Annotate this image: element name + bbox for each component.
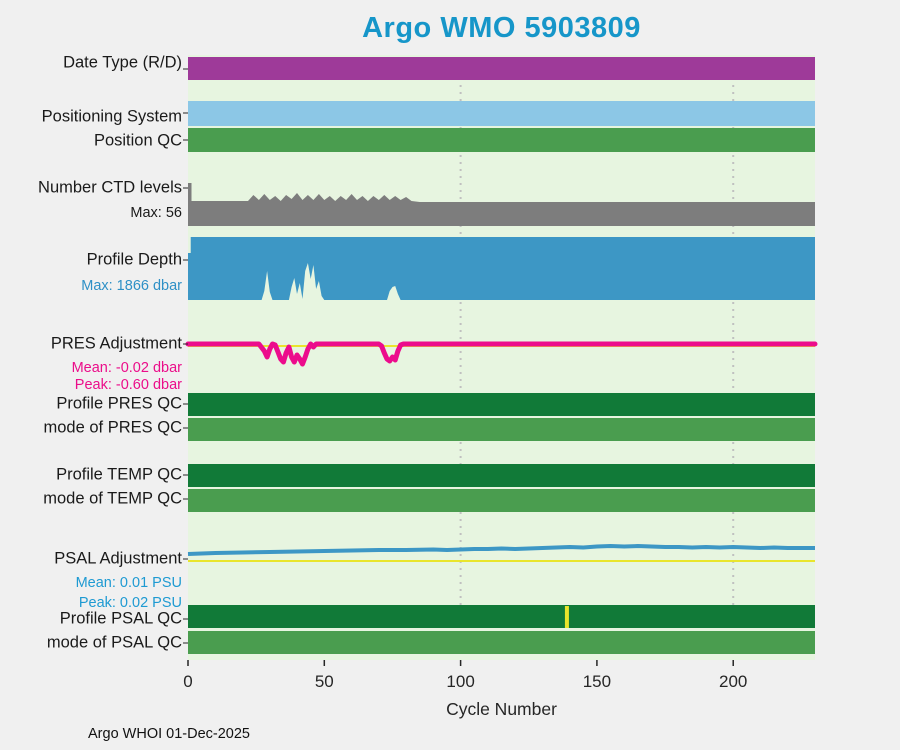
band-positioning_system xyxy=(188,101,815,126)
profile-depth-notch xyxy=(188,237,191,253)
row-label-profile-temp-qc: Profile TEMP QC xyxy=(56,465,182,484)
row-label-ctd-levels: Number CTD levels xyxy=(38,178,182,197)
band-profile_pres_qc xyxy=(188,393,815,416)
row-label-profile-depth: Profile Depth xyxy=(86,250,182,269)
psal-adjustment-line xyxy=(187,544,815,556)
row-label-positioning-system: Positioning System xyxy=(41,107,182,126)
band-profile_psal_qc xyxy=(188,605,815,628)
band-date_type xyxy=(188,57,815,80)
row-label-profile-pres-qc: Profile PRES QC xyxy=(56,394,182,413)
row-label-position-qc: Position QC xyxy=(93,131,182,150)
row-label-psal-adjustment: PSAL Adjustment xyxy=(54,549,182,568)
x-tick-label: 50 xyxy=(315,672,334,691)
row-label-mode-psal-qc: mode of PSAL QC xyxy=(46,633,182,652)
band-profile_temp_qc xyxy=(188,464,815,487)
band-mode_pres_qc xyxy=(188,418,815,441)
x-tick-label: 150 xyxy=(583,672,611,691)
x-tick-label: 0 xyxy=(183,672,192,691)
profile-depth-bar xyxy=(188,237,815,300)
ctd-levels-max-label: Max: 56 xyxy=(130,205,182,221)
row-label-pres-adjustment: PRES Adjustment xyxy=(50,334,182,353)
row-label-date-type: Date Type (R/D) xyxy=(63,53,182,72)
chart-title: Argo WMO 5903809 xyxy=(362,12,641,44)
row-label-mode-pres-qc: mode of PRES QC xyxy=(43,418,182,437)
pres-adjustment-line xyxy=(185,341,818,367)
footer-credit: Argo WHOI 01-Dec-2025 xyxy=(88,726,250,742)
band-mode_temp_qc xyxy=(188,489,815,512)
ctd-levels-bar xyxy=(188,183,815,226)
band-mode_psal_qc xyxy=(188,631,815,654)
psal-mean-label: Mean: 0.01 PSU xyxy=(75,575,182,591)
row-label-mode-temp-qc: mode of TEMP QC xyxy=(43,489,182,508)
profile-depth-max-label: Max: 1866 dbar xyxy=(81,278,182,294)
pres-peak-label: Peak: -0.60 dbar xyxy=(74,377,182,393)
psal-peak-label: Peak: 0.02 PSU xyxy=(78,595,182,611)
x-axis-label: Cycle Number xyxy=(446,699,557,719)
x-tick-label: 100 xyxy=(446,672,474,691)
psal-qc-flag xyxy=(564,606,569,628)
pres-mean-label: Mean: -0.02 dbar xyxy=(71,360,182,376)
x-tick-label: 200 xyxy=(719,672,747,691)
band-position_qc xyxy=(188,128,815,152)
row-label-profile-psal-qc: Profile PSAL QC xyxy=(59,609,182,628)
